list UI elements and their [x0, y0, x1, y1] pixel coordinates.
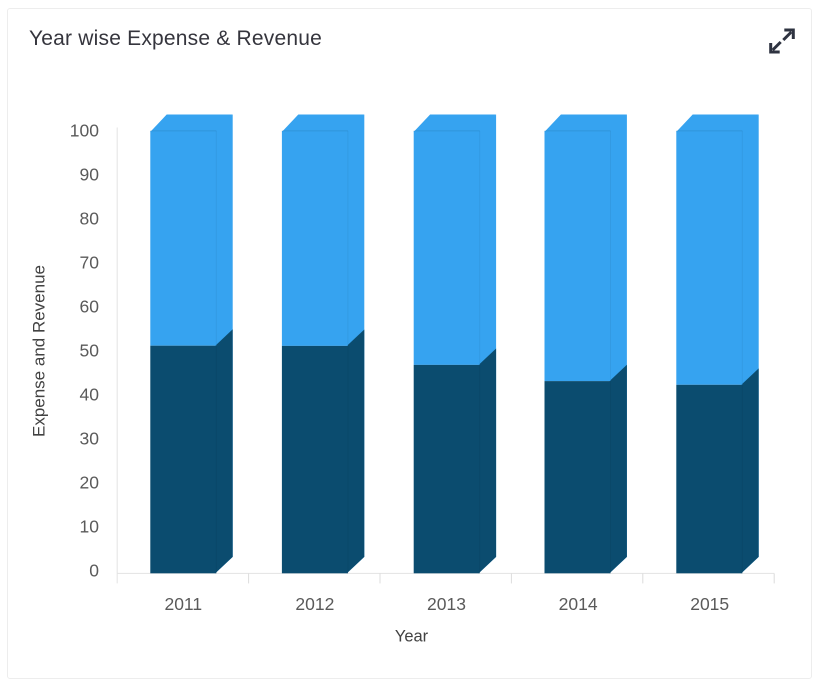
svg-text:30: 30 — [80, 429, 100, 449]
svg-text:Expense and Revenue: Expense and Revenue — [30, 265, 49, 437]
svg-text:2014: 2014 — [559, 594, 598, 614]
svg-text:10: 10 — [80, 517, 100, 537]
svg-text:70: 70 — [80, 252, 100, 272]
svg-text:2015: 2015 — [690, 594, 729, 614]
svg-text:40: 40 — [80, 384, 100, 404]
svg-text:2011: 2011 — [164, 594, 202, 614]
svg-text:100: 100 — [70, 120, 99, 140]
svg-text:Year: Year — [395, 628, 429, 646]
svg-text:60: 60 — [80, 296, 100, 316]
svg-text:20: 20 — [80, 473, 100, 493]
svg-text:2012: 2012 — [295, 594, 334, 614]
svg-text:50: 50 — [80, 340, 100, 360]
svg-text:0: 0 — [89, 561, 99, 581]
svg-text:80: 80 — [80, 208, 100, 228]
svg-text:90: 90 — [80, 164, 100, 184]
svg-text:2013: 2013 — [427, 594, 466, 614]
